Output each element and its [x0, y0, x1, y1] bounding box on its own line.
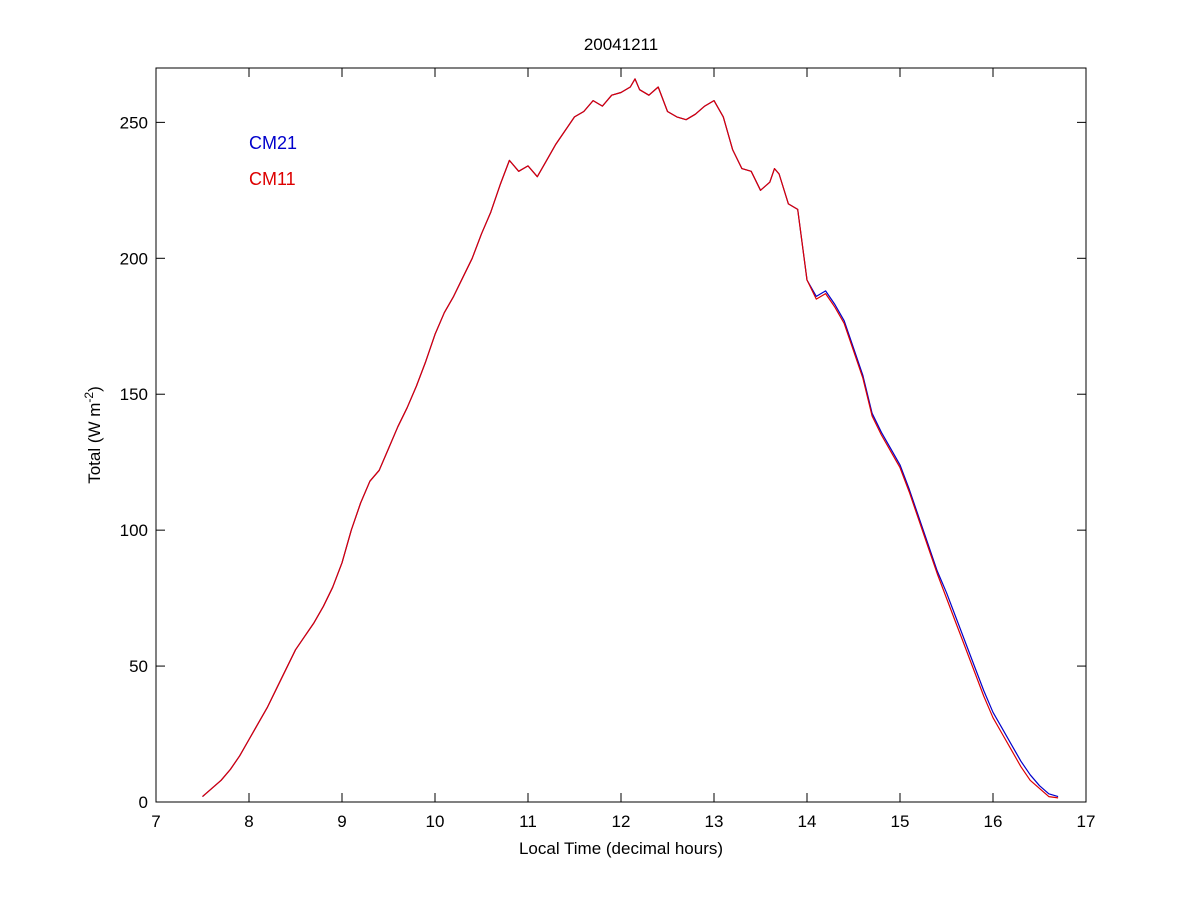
- x-tick-label: 9: [337, 812, 346, 831]
- y-tick-label: 50: [129, 657, 148, 676]
- y-axis-label-superscript: -2: [82, 392, 96, 403]
- legend-entry-cm21: CM21: [249, 133, 297, 153]
- x-tick-label: 16: [984, 812, 1003, 831]
- series-lines: [202, 78, 1059, 799]
- x-tick-label: 15: [891, 812, 910, 831]
- series-line-cm11: [202, 78, 1059, 799]
- legend-entry-cm11: CM11: [249, 169, 296, 189]
- y-tick-label: 200: [120, 249, 148, 268]
- tick-marks: [155, 68, 1087, 803]
- x-axis-label: Local Time (decimal hours): [519, 839, 723, 858]
- x-tick-label: 13: [705, 812, 724, 831]
- y-tick-label: 250: [120, 113, 148, 132]
- y-tick-label: 100: [120, 521, 148, 540]
- x-tick-label: 10: [426, 812, 445, 831]
- plot-area: [155, 67, 1087, 803]
- x-tick-label: 17: [1077, 812, 1096, 831]
- tick-labels: 7 8 9 10 11 12 13 14 15 16 17 0 50 100 150 200 250: [120, 113, 1096, 831]
- y-axis-label-prefix: Total (W m: [85, 403, 104, 484]
- x-tick-label: 12: [612, 812, 631, 831]
- y-tick-label: 0: [139, 793, 148, 812]
- chart-title: 20041211: [584, 35, 658, 54]
- x-tick-label: 7: [151, 812, 160, 831]
- y-axis-label: Total (W m-2): [82, 386, 104, 484]
- y-tick-label: 150: [120, 385, 148, 404]
- y-axis-label-suffix: ): [85, 386, 104, 392]
- x-tick-label: 14: [798, 812, 817, 831]
- x-tick-label: 11: [519, 812, 537, 831]
- x-tick-label: 8: [244, 812, 253, 831]
